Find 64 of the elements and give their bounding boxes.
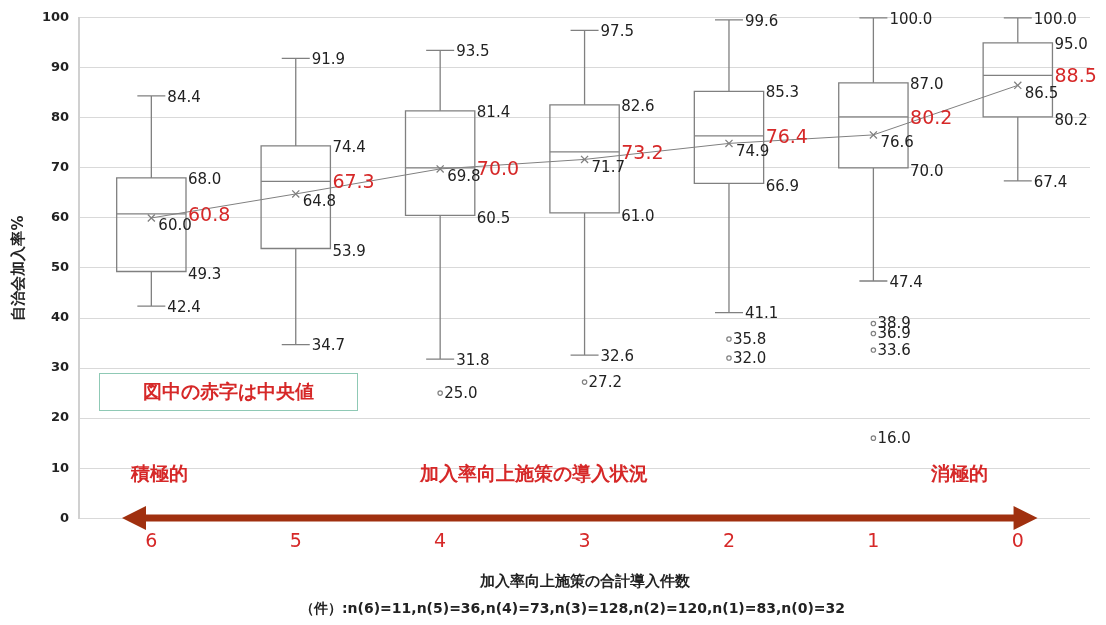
annotation: 100.0 [889, 9, 933, 28]
annotation: 82.6 [621, 96, 655, 115]
y-tick-label: 30 [51, 359, 70, 375]
annotation: 95.0 [1054, 34, 1088, 53]
data-label: 71.7 [591, 157, 625, 176]
annotation: 74.4 [332, 137, 366, 156]
annotation: 70.0 [910, 161, 944, 180]
text: （件）:n(6)=11,n(5)=36,n(4)=73,n(3)=128,n(2)=120,n(1)=83,n(0)=32 [300, 600, 846, 618]
data-label: 76.6 [880, 133, 914, 152]
annotation: 47.4 [889, 272, 923, 291]
annotation: 加入率向上施策の導入状況 [419, 460, 648, 486]
annotation: 67.3 [332, 170, 375, 193]
data-label: 16.0 [877, 429, 911, 448]
x-tick-label: 0 [1011, 528, 1024, 551]
data-label: 27.2 [588, 372, 622, 391]
annotation: 31.8 [456, 350, 490, 369]
data-label: 25.0 [444, 383, 478, 402]
y-tick-label: 20 [51, 409, 70, 425]
annotation: 66.9 [765, 177, 800, 196]
annotation: 91.9 [311, 50, 346, 69]
annotation: 41.1 [744, 304, 779, 323]
x-tick-label: 1 [867, 528, 880, 551]
x-tick-label: 4 [434, 528, 447, 551]
data-label: 35.8 [732, 329, 767, 348]
annotation: 68.0 [188, 169, 222, 188]
annotation: 42.4 [167, 297, 201, 316]
annotation: 84.4 [167, 87, 201, 106]
x-tick-label: 6 [145, 528, 158, 551]
annotation: 80.2 [910, 105, 953, 128]
annotation: 88.5 [1054, 64, 1097, 87]
x-tick-label: 2 [722, 528, 736, 551]
y-axis-title: 自治会加入率% [8, 215, 27, 321]
annotation: 積極的 [131, 460, 189, 486]
y-tick-label: 60 [51, 209, 70, 225]
y-tick-label: 40 [51, 309, 70, 325]
y-tick-label: 50 [51, 259, 70, 275]
data-label: 32.0 [732, 348, 767, 367]
y-tick-label: 100 [42, 9, 70, 25]
annotation: 34.7 [311, 336, 346, 355]
y-tick-label: 0 [60, 509, 70, 525]
annotation: 53.9 [332, 242, 366, 261]
x-axis-title: 加入率向上施策の合計導入件数 [478, 571, 691, 590]
x-tick-label: 3 [578, 528, 591, 551]
annotation: 81.4 [476, 102, 511, 121]
annotation: 85.3 [765, 83, 800, 102]
y-tick-label: 90 [51, 59, 70, 75]
annotation: 60.5 [476, 209, 511, 228]
annotation: 87.0 [910, 74, 944, 93]
annotation: 93.5 [456, 42, 490, 61]
annotation: 図中の赤字は中央値 [99, 373, 359, 412]
annotation: 61.0 [621, 206, 655, 225]
data-label: 33.6 [877, 340, 911, 359]
annotation: 67.4 [1033, 172, 1068, 191]
annotation: 80.2 [1054, 110, 1088, 129]
annotation: 100.0 [1033, 9, 1077, 28]
annotation: 32.6 [600, 346, 634, 365]
annotation: 97.5 [600, 22, 634, 41]
annotation: 消極的 [930, 460, 988, 486]
y-tick-label: 80 [51, 109, 70, 125]
annotation: 99.6 [744, 11, 779, 30]
annotation: 49.3 [188, 265, 222, 284]
y-tick-label: 70 [51, 159, 70, 175]
x-tick-label: 5 [289, 528, 302, 551]
y-tick-label: 10 [51, 459, 70, 475]
